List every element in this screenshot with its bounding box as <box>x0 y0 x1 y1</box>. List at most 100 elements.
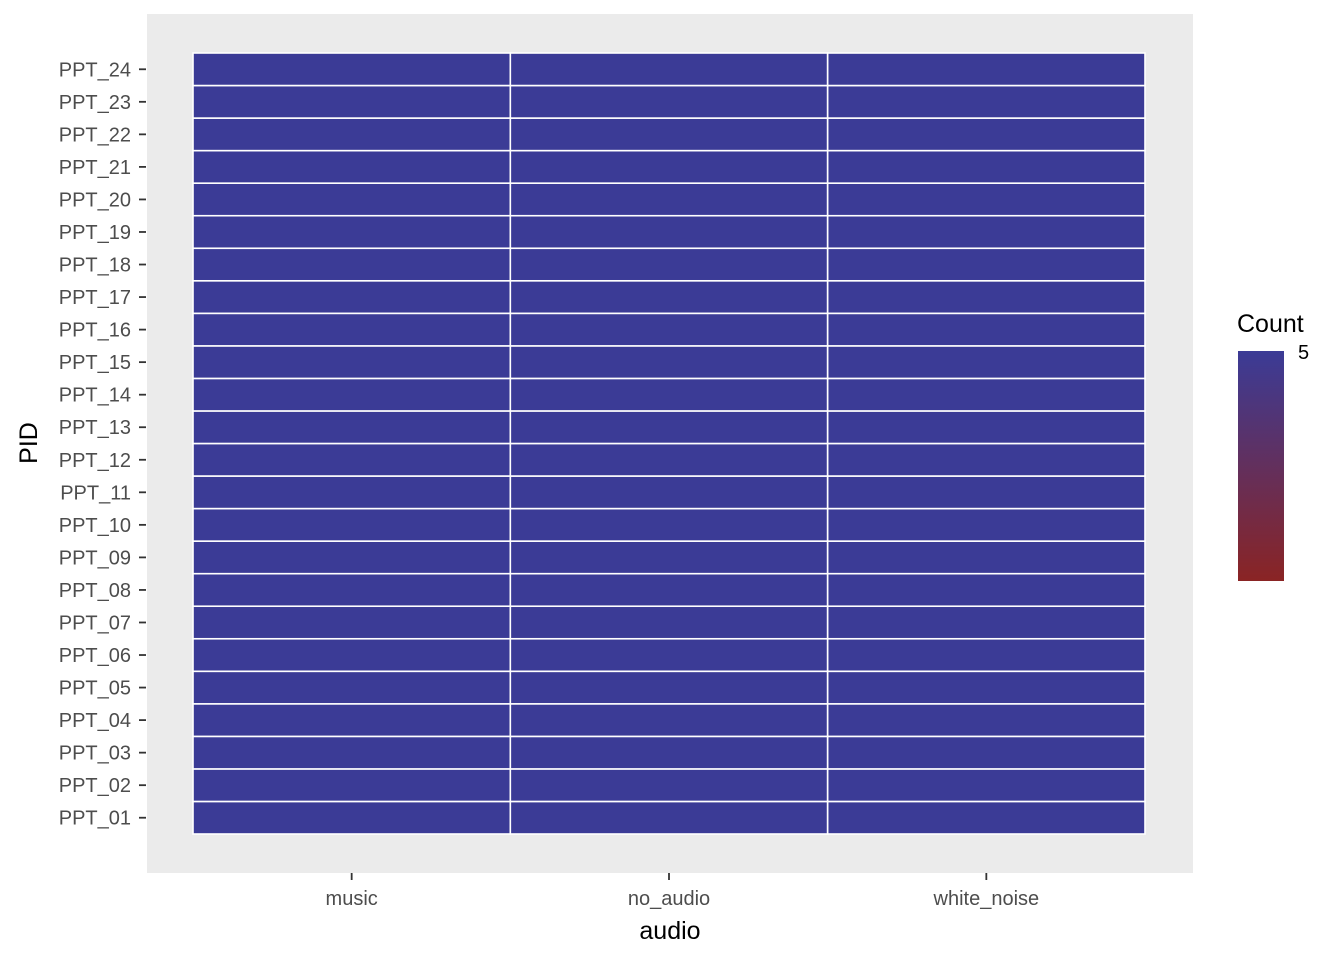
x-tick-label: no_audio <box>628 888 710 910</box>
heatmap-cell-PPT_07-white_noise <box>826 605 1146 640</box>
y-tick-label: PPT_24 <box>59 59 131 81</box>
y-tick-label: PPT_11 <box>60 482 131 504</box>
heatmap-cell-PPT_15-music <box>192 345 512 380</box>
heatmap-tiles <box>192 52 1146 835</box>
heatmap-cell-PPT_24-white_noise <box>826 52 1146 87</box>
heatmap-cell-PPT_21-white_noise <box>826 149 1146 184</box>
heatmap-cell-PPT_21-no_audio <box>509 149 829 184</box>
heatmap-cell-PPT_24-no_audio <box>509 52 829 87</box>
heatmap-cell-PPT_14-music <box>192 377 512 412</box>
y-tick-label: PPT_21 <box>59 157 131 179</box>
heatmap-cell-PPT_10-no_audio <box>509 507 829 542</box>
heatmap-cell-PPT_04-white_noise <box>826 703 1146 738</box>
heatmap-cell-PPT_07-no_audio <box>509 605 829 640</box>
heatmap-cell-PPT_22-music <box>192 117 512 152</box>
heatmap-cell-PPT_20-no_audio <box>509 182 829 217</box>
heatmap-cell-PPT_02-music <box>192 768 512 803</box>
y-tick-label: PPT_22 <box>59 124 131 146</box>
heatmap-cell-PPT_18-white_noise <box>826 247 1146 282</box>
heatmap-cell-PPT_12-no_audio <box>509 442 829 477</box>
heatmap-cell-PPT_16-white_noise <box>826 312 1146 347</box>
y-tick-label: PPT_07 <box>59 612 131 634</box>
heatmap-cell-PPT_05-white_noise <box>826 670 1146 705</box>
y-tick-label: PPT_03 <box>59 743 131 765</box>
heatmap-cell-PPT_17-music <box>192 279 512 315</box>
heatmap-cell-PPT_08-white_noise <box>826 572 1146 608</box>
y-tick-label: PPT_15 <box>59 352 131 374</box>
x-tick-label: white_noise <box>933 888 1040 910</box>
heatmap-cell-PPT_03-music <box>192 735 512 770</box>
heatmap-cell-PPT_11-music <box>192 475 512 510</box>
heatmap-cell-PPT_18-no_audio <box>509 247 829 282</box>
heatmap-cell-PPT_03-white_noise <box>826 735 1146 770</box>
heatmap-cell-PPT_02-no_audio <box>509 768 829 803</box>
heatmap-cell-PPT_05-no_audio <box>509 670 829 705</box>
legend-tick-label: 5 <box>1298 342 1309 364</box>
heatmap-cell-PPT_04-no_audio <box>509 703 829 738</box>
y-tick-label: PPT_09 <box>59 547 131 569</box>
x-tick-label: music <box>326 888 378 910</box>
y-tick-label: PPT_18 <box>59 255 131 277</box>
y-tick-label: PPT_12 <box>59 450 131 472</box>
heatmap-cell-PPT_22-no_audio <box>509 117 829 152</box>
heatmap-cell-PPT_13-white_noise <box>826 410 1146 445</box>
heatmap-cell-PPT_07-music <box>192 605 512 640</box>
heatmap-cell-PPT_19-white_noise <box>826 214 1146 250</box>
heatmap-cell-PPT_09-white_noise <box>826 540 1146 575</box>
y-tick-label: PPT_13 <box>59 417 131 439</box>
heatmap-cell-PPT_14-white_noise <box>826 377 1146 412</box>
heatmap-cell-PPT_16-no_audio <box>509 312 829 347</box>
y-tick-label: PPT_08 <box>59 580 131 602</box>
legend-ticks: 5 <box>1298 342 1309 364</box>
y-axis-ticks: PPT_01 PPT_02 PPT_03 PPT_04 PPT_05 PPT_06 PPT_… <box>59 59 146 830</box>
heatmap-cell-PPT_17-white_noise <box>826 279 1146 315</box>
heatmap-cell-PPT_18-music <box>192 247 512 282</box>
y-tick-label: PPT_10 <box>59 515 131 537</box>
legend: Count 5 <box>1237 310 1309 581</box>
heatmap-cell-PPT_10-music <box>192 507 512 542</box>
heatmap-cell-PPT_05-music <box>192 670 512 705</box>
x-axis-title: audio <box>639 917 700 945</box>
heatmap-cell-PPT_19-no_audio <box>509 214 829 250</box>
heatmap-cell-PPT_11-white_noise <box>826 475 1146 510</box>
heatmap-cell-PPT_01-music <box>192 800 512 835</box>
y-tick-label: PPT_19 <box>59 222 131 244</box>
y-tick-label: PPT_01 <box>59 808 131 830</box>
y-tick-label: PPT_04 <box>59 710 131 732</box>
heatmap-cell-PPT_06-white_noise <box>826 637 1146 673</box>
heatmap-cell-PPT_02-white_noise <box>826 768 1146 803</box>
heatmap-cell-PPT_12-white_noise <box>826 442 1146 477</box>
heatmap-cell-PPT_19-music <box>192 214 512 250</box>
y-tick-label: PPT_02 <box>59 775 131 797</box>
y-tick-label: PPT_06 <box>59 645 131 667</box>
legend-colorbar <box>1238 351 1284 581</box>
heatmap-cell-PPT_23-music <box>192 84 512 119</box>
heatmap-cell-PPT_15-no_audio <box>509 345 829 380</box>
heatmap-cell-PPT_24-music <box>192 52 512 87</box>
heatmap-cell-PPT_08-no_audio <box>509 572 829 608</box>
heatmap-cell-PPT_09-music <box>192 540 512 575</box>
heatmap-cell-PPT_12-music <box>192 442 512 477</box>
heatmap-cell-PPT_01-no_audio <box>509 800 829 835</box>
y-tick-label: PPT_23 <box>59 92 131 114</box>
heatmap-cell-PPT_01-white_noise <box>826 800 1146 835</box>
heatmap-cell-PPT_06-no_audio <box>509 637 829 673</box>
y-tick-label: PPT_14 <box>59 385 131 407</box>
y-tick-label: PPT_05 <box>59 678 131 700</box>
legend-title: Count <box>1237 310 1304 338</box>
y-tick-label: PPT_20 <box>59 189 131 211</box>
y-tick-label: PPT_16 <box>59 320 131 342</box>
heatmap-cell-PPT_17-no_audio <box>509 279 829 315</box>
heatmap-cell-PPT_11-no_audio <box>509 475 829 510</box>
heatmap-cell-PPT_16-music <box>192 312 512 347</box>
heatmap-cell-PPT_06-music <box>192 637 512 673</box>
x-axis-ticks: music no_audio white_noise <box>326 873 1040 910</box>
y-tick-label: PPT_17 <box>59 287 131 309</box>
heatmap-cell-PPT_20-white_noise <box>826 182 1146 217</box>
heatmap-cell-PPT_13-no_audio <box>509 410 829 445</box>
heatmap-cell-PPT_13-music <box>192 410 512 445</box>
heatmap-cell-PPT_20-music <box>192 182 512 217</box>
heatmap-cell-PPT_09-no_audio <box>509 540 829 575</box>
